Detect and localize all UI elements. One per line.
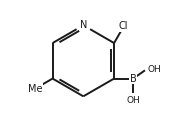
Text: OH: OH xyxy=(126,96,140,105)
Text: B: B xyxy=(130,74,137,84)
Text: Cl: Cl xyxy=(119,22,128,31)
Text: Me: Me xyxy=(28,84,42,94)
Text: OH: OH xyxy=(147,65,161,74)
Text: N: N xyxy=(80,20,87,30)
